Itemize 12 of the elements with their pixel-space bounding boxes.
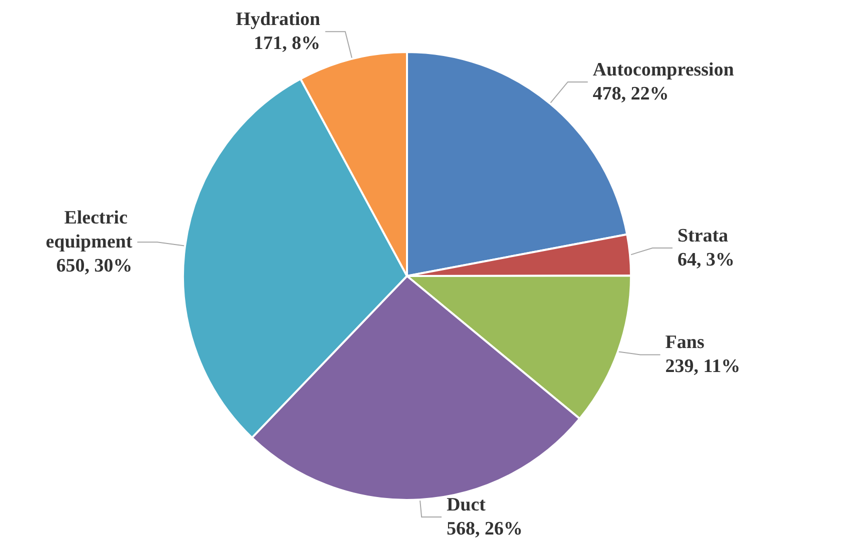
slice-label: Strata [678, 226, 729, 247]
data-label: 650, 30% [56, 256, 132, 277]
data-label: 64, 3% [678, 250, 735, 271]
slice-label: Autocompression [592, 59, 734, 80]
slice-label: Duct [446, 494, 486, 516]
slice-label: Fans [665, 332, 704, 354]
data-label: 568, 26% [446, 518, 523, 540]
data-label: 171, 8% [254, 33, 320, 54]
slice-label: Electric equipment [46, 208, 133, 253]
slice-label: Hydration [236, 9, 321, 30]
data-label: 478, 22% [592, 83, 669, 104]
data-label: 239, 11% [665, 356, 740, 378]
